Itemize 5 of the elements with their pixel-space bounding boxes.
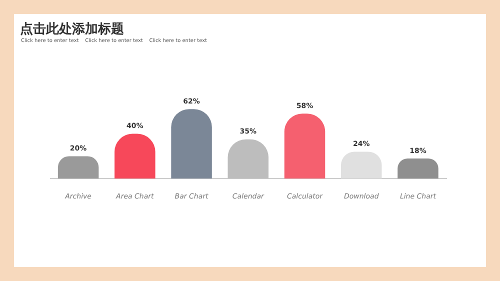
bar <box>171 109 212 179</box>
bar <box>284 114 326 179</box>
chart-title: 点击此处添加标题 <box>20 21 124 38</box>
bar <box>398 158 438 179</box>
bar <box>58 156 99 179</box>
